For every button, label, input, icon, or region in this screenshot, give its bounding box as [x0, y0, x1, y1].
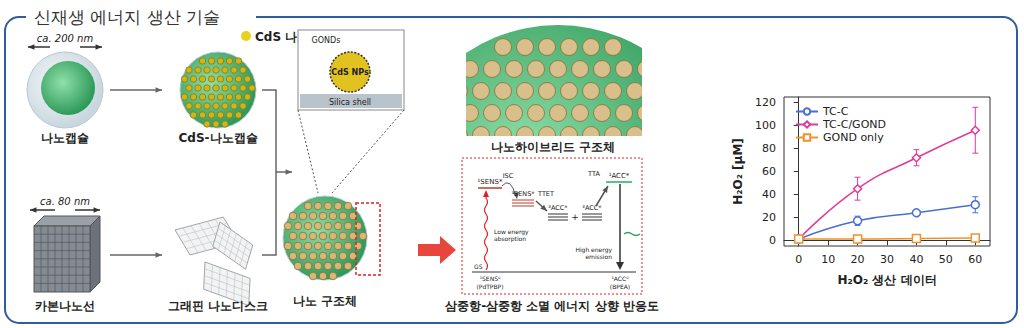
svg-text:0: 0: [769, 234, 776, 247]
svg-text:80: 80: [762, 142, 776, 155]
svg-text:Low energy: Low energy: [494, 228, 529, 235]
svg-text:(PdTPBP): (PdTPBP): [476, 283, 503, 290]
svg-text:나노 구조체: 나노 구조체: [293, 294, 357, 308]
svg-text:¹SENS⁰: ¹SENS⁰: [480, 275, 501, 282]
svg-text:emission: emission: [585, 253, 612, 260]
svg-text:¹ACC*: ¹ACC*: [609, 172, 630, 180]
svg-text:ISC: ISC: [503, 172, 514, 180]
svg-text:0: 0: [795, 253, 802, 266]
svg-text:50: 50: [939, 253, 953, 266]
svg-text:CdS 나노입자: CdS 나노입자: [255, 30, 334, 44]
svg-text:³ACC*: ³ACC*: [582, 204, 602, 212]
svg-text:10: 10: [821, 253, 835, 266]
svg-text:+: +: [571, 212, 579, 222]
svg-text:¹ACC⁰: ¹ACC⁰: [611, 275, 629, 282]
svg-text:(BPEA): (BPEA): [610, 283, 630, 290]
svg-text:GOND only: GOND only: [823, 131, 884, 144]
svg-text:120: 120: [755, 96, 776, 109]
svg-text:CdS-나노캡슐: CdS-나노캡슐: [178, 131, 257, 145]
svg-text:TC-C/GOND: TC-C/GOND: [822, 118, 886, 131]
svg-text:나노캡슐: 나노캡슐: [41, 131, 89, 145]
svg-text:ca. 80 nm: ca. 80 nm: [40, 196, 90, 207]
svg-text:High energy: High energy: [575, 246, 612, 253]
svg-text:TTET: TTET: [537, 190, 554, 198]
svg-text:³ACC*: ³ACC*: [548, 204, 568, 212]
svg-text:60: 60: [968, 253, 982, 266]
svg-text:H₂O₂ 생산 데이터: H₂O₂ 생산 데이터: [837, 273, 936, 287]
svg-text:CdS NPs: CdS NPs: [331, 68, 369, 77]
svg-text:GONDs: GONDs: [312, 36, 341, 45]
svg-text:H₂O₂ [μM]: H₂O₂ [μM]: [731, 138, 745, 205]
svg-text:40: 40: [909, 253, 923, 266]
svg-text:ca. 200 nm: ca. 200 nm: [37, 33, 94, 44]
svg-text:absorption: absorption: [494, 235, 526, 243]
svg-text:100: 100: [755, 119, 776, 132]
svg-text:카본나노선: 카본나노선: [35, 299, 95, 313]
svg-text:GS: GS: [474, 263, 483, 270]
svg-text:나노하이브리드 구조체: 나노하이브리드 구조체: [491, 140, 615, 154]
svg-text:³SENS*: ³SENS*: [511, 190, 535, 198]
svg-text:신재생 에너지 생산 기술: 신재생 에너지 생산 기술: [34, 7, 220, 27]
svg-text:30: 30: [880, 253, 894, 266]
svg-text:그래핀 나노디스크: 그래핀 나노디스크: [168, 299, 268, 313]
svg-text:TTA: TTA: [587, 170, 600, 178]
svg-text:60: 60: [762, 165, 776, 178]
svg-text:TC-C: TC-C: [822, 105, 849, 118]
svg-text:20: 20: [762, 211, 776, 224]
svg-text:Silica shell: Silica shell: [329, 98, 371, 107]
svg-text:40: 40: [762, 188, 776, 201]
svg-text:¹SENS*: ¹SENS*: [478, 178, 503, 186]
svg-text:삼중항-삼중항 소멸 에너지 상향 반응도: 삼중항-삼중항 소멸 에너지 상향 반응도: [444, 299, 659, 313]
svg-text:20: 20: [851, 253, 865, 266]
